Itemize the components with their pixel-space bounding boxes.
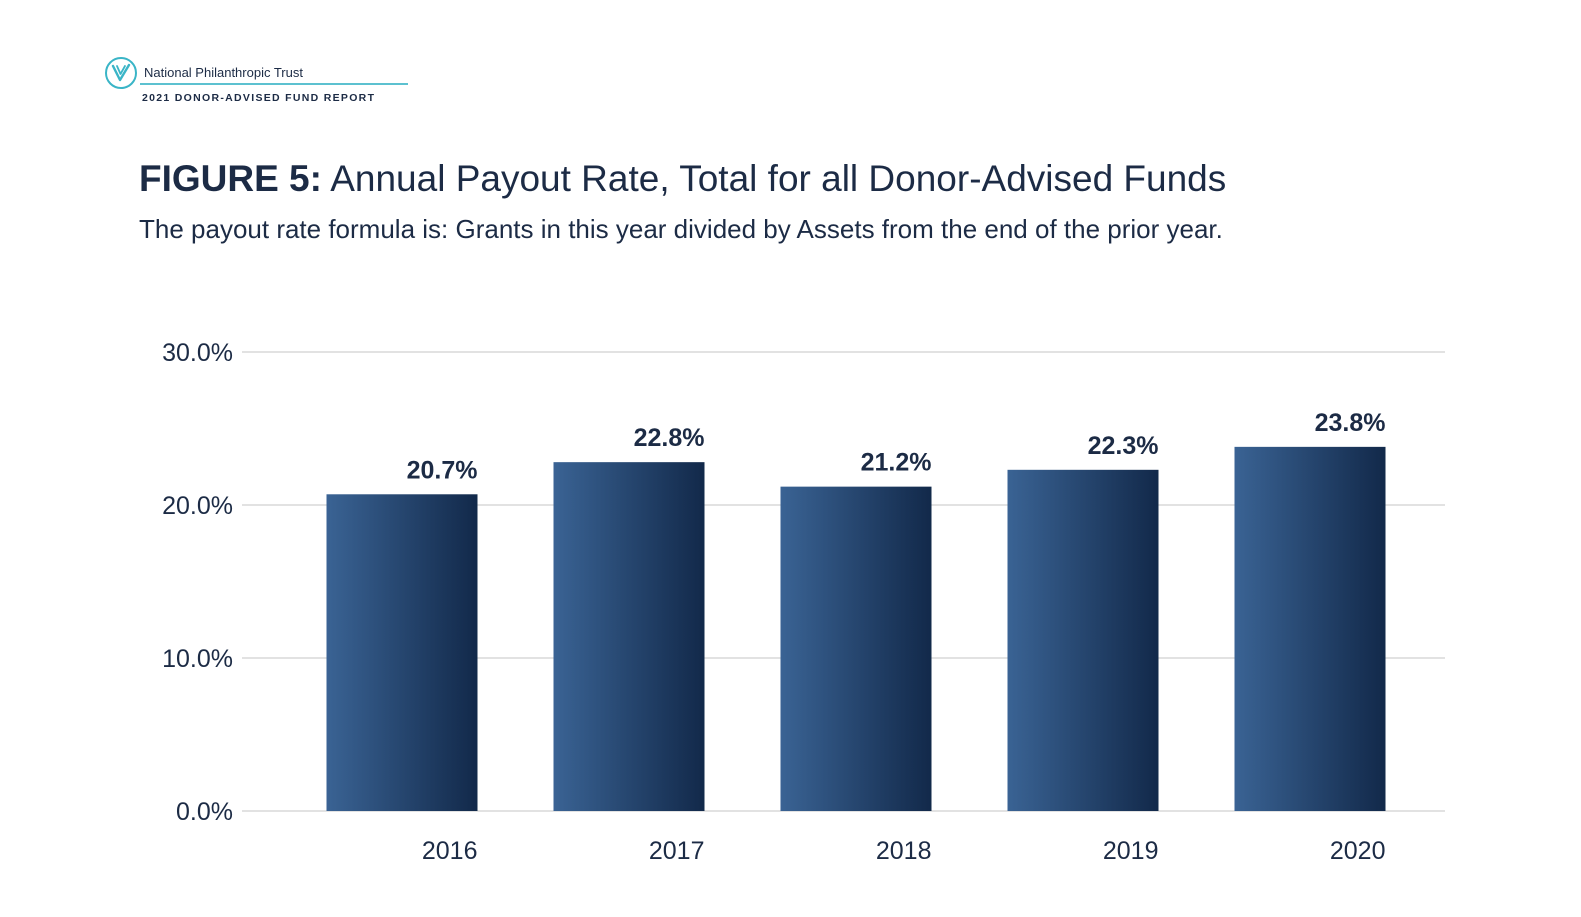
x-tick-label: 2017 <box>649 837 705 865</box>
x-tick-label: 2018 <box>876 837 932 865</box>
data-label: 23.8% <box>1315 409 1386 437</box>
org-name: National Philanthropic Trust <box>144 65 303 80</box>
data-label: 21.2% <box>861 449 932 477</box>
figure-label: FIGURE 5: <box>139 158 322 199</box>
data-label: 22.3% <box>1088 432 1159 460</box>
report-name: 2021 DONOR-ADVISED FUND REPORT <box>142 92 376 104</box>
x-tick-label: 2016 <box>422 837 478 865</box>
y-tick-label: 20.0% <box>162 492 233 520</box>
x-tick-label: 2019 <box>1103 837 1159 865</box>
bar-2017 <box>553 462 705 811</box>
figure-subtitle: The payout rate formula is: Grants in th… <box>139 214 1223 244</box>
brand-header: National Philanthropic Trust 2021 DONOR-… <box>104 56 408 108</box>
data-label: 22.8% <box>634 424 705 452</box>
bar-2019 <box>1007 469 1159 811</box>
bar-2018 <box>780 486 932 811</box>
x-tick-label: 2020 <box>1330 837 1386 865</box>
y-tick-label: 30.0% <box>162 339 233 367</box>
y-tick-label: 0.0% <box>176 798 233 826</box>
bar-2016 <box>326 494 478 811</box>
data-label: 20.7% <box>407 456 478 484</box>
figure-title-text: Annual Payout Rate, Total for all Donor-… <box>330 158 1227 199</box>
brand-divider <box>140 83 408 85</box>
leaf-check-icon <box>105 57 137 89</box>
figure-title: FIGURE 5: Annual Payout Rate, Total for … <box>139 158 1226 200</box>
y-tick-label: 10.0% <box>162 645 233 673</box>
bar-2020 <box>1234 446 1386 811</box>
